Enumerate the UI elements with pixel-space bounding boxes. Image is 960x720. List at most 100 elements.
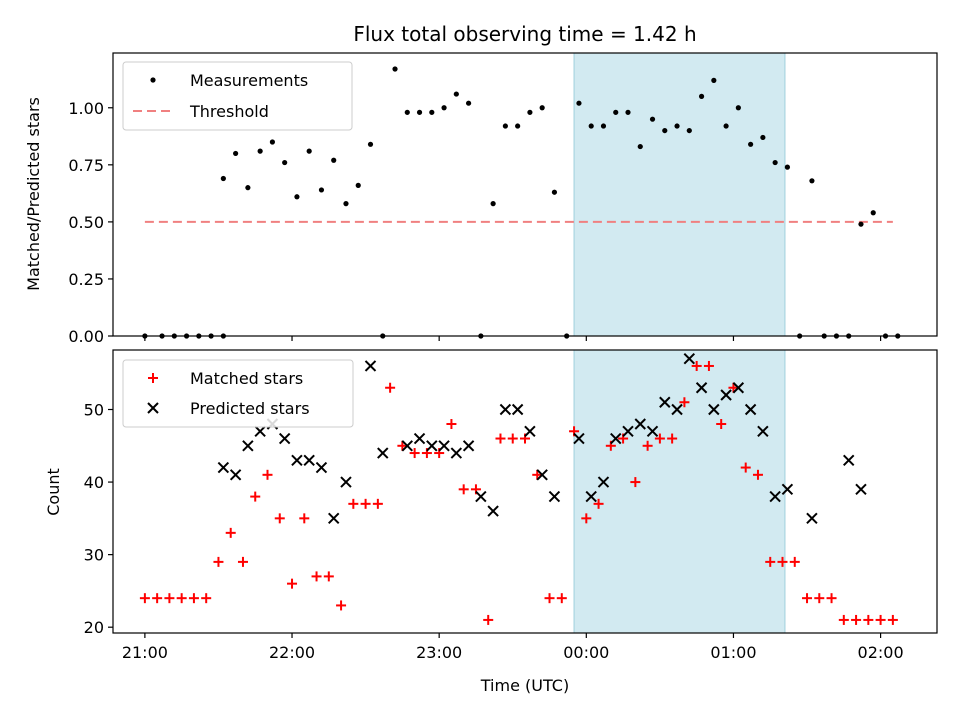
predicted-star-point [573, 432, 585, 445]
measurement-point [784, 164, 791, 170]
measurement-point [318, 187, 325, 193]
measurement-point [772, 159, 778, 166]
matched-star-point [691, 360, 702, 371]
matched-star-point [287, 578, 298, 589]
x-tick-label: 01:00 [710, 643, 756, 662]
measurement-point [809, 178, 815, 184]
predicted-star-point [364, 360, 377, 372]
matched-star-point [875, 614, 886, 625]
measurement-point [367, 141, 374, 147]
matched-star-point [863, 614, 874, 625]
x-tick-label: 23:00 [416, 643, 462, 662]
y-tick-label: 1.00 [68, 99, 104, 118]
bottom-x-axis: 21:00 22:00 23:00 00:00 01:00 02:00 [122, 633, 904, 662]
y-tick-label: 30 [84, 546, 104, 565]
legend-measurements-marker [150, 77, 156, 83]
matched-star-point [409, 448, 420, 459]
measurement-point [220, 175, 226, 182]
predicted-star-point [303, 454, 315, 467]
y-tick-label: 0.75 [68, 156, 104, 175]
matched-star-point [348, 498, 359, 509]
matched-star-point [507, 433, 518, 444]
measurement-point [404, 109, 410, 115]
top-y-axis: 0.00 0.25 0.50 0.75 1.00 [68, 99, 113, 346]
measurement-point [748, 141, 754, 147]
predicted-star-point [291, 454, 303, 467]
predicted-star-point [511, 403, 524, 416]
x-tick-label: 21:00 [122, 643, 168, 662]
predicted-star-point [328, 512, 340, 525]
chart-title: Flux total observing time = 1.42 h [353, 22, 696, 46]
measurement-point [588, 123, 594, 129]
predicted-star-point [475, 490, 487, 503]
matched-star-point [188, 593, 199, 604]
measurement-point [649, 116, 656, 122]
measurement-point [576, 100, 582, 106]
matched-star-point [237, 556, 248, 567]
top-panel: 0.00 0.25 0.50 0.75 1.00 Matched/Predicted s… [24, 52, 938, 346]
measurement-point [613, 109, 619, 115]
matched-star-point [225, 527, 236, 538]
matched-star-point [262, 469, 273, 480]
matched-star-point [311, 571, 322, 582]
matched-star-point [446, 419, 457, 430]
predicted-star-point [229, 469, 242, 481]
predicted-star-point [401, 440, 413, 452]
measurement-point [441, 105, 447, 111]
predicted-stars-points [217, 353, 867, 525]
matched-star-point [802, 593, 813, 604]
measurement-point [711, 77, 717, 83]
predicted-star-point [450, 447, 463, 459]
predicted-star-point [413, 432, 426, 445]
predicted-star-point [315, 461, 328, 474]
matched-star-point [667, 433, 678, 444]
matched-star-point [826, 593, 837, 604]
legend-measurements-label: Measurements [190, 71, 308, 90]
measurement-point [674, 123, 680, 129]
measurement-point [686, 127, 692, 134]
predicted-star-point [278, 432, 291, 445]
measurement-point [858, 221, 864, 227]
bottom-y-axis-label: Count [44, 468, 63, 516]
predicted-star-point [708, 403, 720, 416]
matched-star-point [213, 556, 224, 567]
predicted-star-point [597, 476, 610, 488]
measurement-point [453, 91, 459, 97]
matched-star-point [765, 556, 776, 567]
measurement-point [465, 100, 472, 106]
measurement-point [539, 105, 545, 111]
matched-star-point [740, 462, 751, 473]
y-tick-label: 40 [84, 473, 104, 492]
matched-star-point [752, 469, 763, 480]
measurement-point [625, 109, 631, 115]
matched-star-point [703, 360, 714, 371]
measurement-point [233, 150, 239, 157]
predicted-star-point [622, 425, 634, 437]
measurement-point [282, 159, 288, 166]
y-tick-label: 0.25 [68, 270, 104, 289]
measurement-point [515, 123, 521, 129]
matched-star-point [250, 491, 261, 502]
predicted-star-point [524, 425, 536, 437]
predicted-star-point [426, 440, 438, 452]
predicted-star-point [646, 425, 659, 437]
matched-star-point [139, 593, 150, 604]
matched-star-point [323, 571, 334, 582]
predicted-star-point [634, 418, 646, 430]
predicted-star-point [781, 483, 794, 496]
matched-star-point [851, 614, 862, 625]
matched-star-point [372, 498, 383, 509]
measurement-point [355, 182, 361, 188]
legend-cross [147, 402, 159, 414]
top-axes-frame [112, 52, 938, 337]
matched-star-point [176, 593, 187, 604]
y-tick-label: 0.50 [68, 213, 104, 232]
y-tick-label: 0.00 [68, 327, 104, 346]
measurement-point [551, 189, 558, 195]
legend-predicted-label: Predicted stars [190, 399, 310, 418]
matched-star-point [814, 593, 825, 604]
measurement-point [870, 210, 876, 216]
measurement-point [306, 148, 312, 154]
predicted-star-point [462, 440, 475, 452]
